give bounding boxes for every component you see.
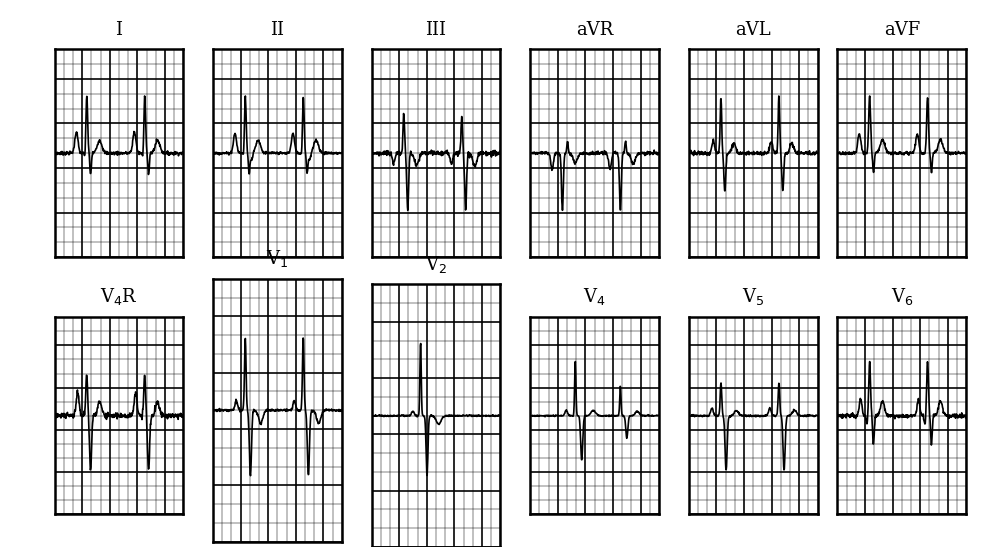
Text: V$_4$: V$_4$: [584, 287, 606, 307]
Text: V$_6$: V$_6$: [891, 287, 913, 307]
Text: III: III: [425, 21, 447, 39]
Text: aVL: aVL: [735, 21, 771, 39]
Text: aVF: aVF: [884, 21, 920, 39]
Text: V$_2$: V$_2$: [425, 254, 447, 275]
Text: V$_4$R: V$_4$R: [100, 287, 138, 307]
Text: V$_1$: V$_1$: [267, 248, 288, 269]
Text: II: II: [271, 21, 284, 39]
Text: V$_5$: V$_5$: [742, 287, 764, 307]
Text: I: I: [115, 21, 123, 39]
Text: aVR: aVR: [576, 21, 613, 39]
